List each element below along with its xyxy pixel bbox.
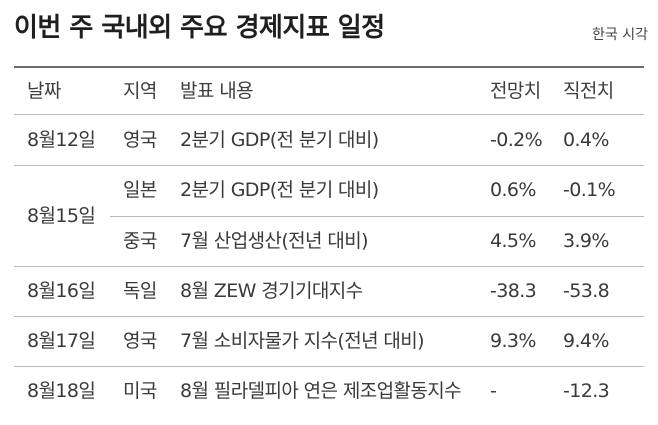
row-forecast: 9.3% — [490, 330, 536, 352]
column-header-date: 날짜 — [27, 80, 61, 102]
row-divider — [14, 366, 644, 367]
row-forecast: 0.6% — [490, 179, 536, 201]
row-previous: -12.3 — [563, 380, 610, 402]
row-previous: -53.8 — [563, 280, 610, 302]
row-previous: -0.1% — [563, 179, 616, 201]
row-event: 2분기 GDP(전 분기 대비) — [180, 179, 379, 201]
row-region: 영국 — [123, 330, 157, 352]
row-forecast: - — [490, 380, 497, 402]
row-date: 8월17일 — [27, 330, 96, 352]
row-divider — [14, 316, 644, 317]
row-date: 8월16일 — [27, 280, 96, 302]
row-previous: 0.4% — [563, 129, 609, 151]
row-region: 영국 — [123, 129, 157, 151]
row-region: 미국 — [123, 380, 157, 402]
column-header-previous: 직전치 — [563, 80, 614, 102]
row-date: 8월12일 — [27, 129, 96, 151]
row-event: 7월 소비자물가 지수(전년 대비) — [180, 330, 425, 352]
timezone-note: 한국 시각 — [592, 27, 648, 43]
row-previous: 3.9% — [563, 230, 609, 252]
table-top-rule — [14, 66, 644, 68]
row-region: 중국 — [123, 230, 157, 252]
row-divider-partial — [110, 216, 644, 217]
column-header-event: 발표 내용 — [180, 80, 254, 102]
column-header-forecast: 전망치 — [490, 80, 541, 102]
page-title: 이번 주 국내외 주요 경제지표 일정 — [14, 13, 385, 43]
header-divider — [14, 114, 644, 115]
row-forecast: 4.5% — [490, 230, 536, 252]
row-region: 일본 — [123, 179, 157, 201]
row-forecast: -38.3 — [490, 280, 537, 302]
row-divider — [14, 266, 644, 267]
row-event: 2분기 GDP(전 분기 대비) — [180, 129, 379, 151]
column-header-region: 지역 — [123, 80, 157, 102]
row-event: 7월 산업생산(전년 대비) — [180, 230, 369, 252]
row-event: 8월 필라델피아 연은 제조업활동지수 — [180, 380, 462, 402]
row-previous: 9.4% — [563, 330, 609, 352]
row-date: 8월15일 — [27, 205, 96, 227]
row-event: 8월 ZEW 경기기대지수 — [180, 280, 363, 302]
row-region: 독일 — [123, 280, 157, 302]
row-forecast: -0.2% — [490, 129, 543, 151]
row-divider — [14, 165, 644, 166]
row-date: 8월18일 — [27, 380, 96, 402]
